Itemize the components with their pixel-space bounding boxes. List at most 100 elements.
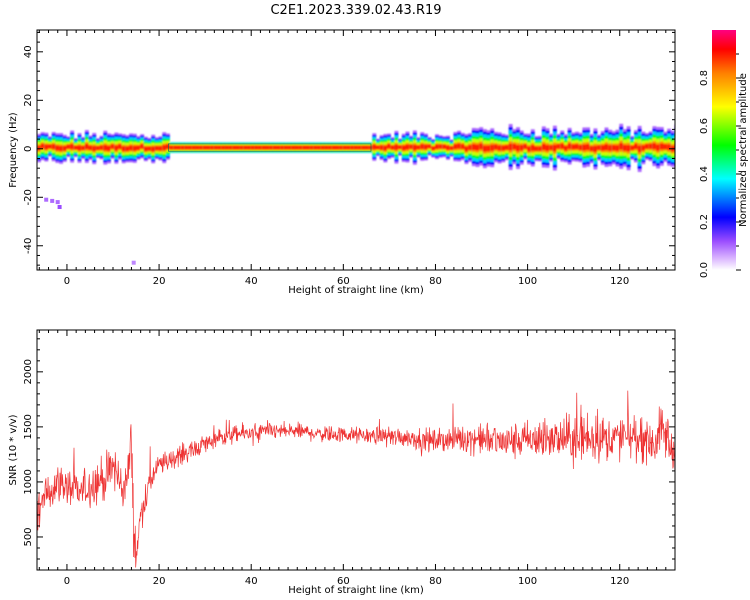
spectrogram-cell xyxy=(663,144,668,150)
spectrogram-cell xyxy=(416,145,421,150)
spectrogram-cell xyxy=(320,145,325,150)
spectrogram-cell xyxy=(228,145,233,150)
spectrogram-plot-area xyxy=(37,123,675,265)
spectrogram-cell xyxy=(261,145,266,150)
spectrogram-cell xyxy=(309,145,314,150)
spectrogram-cell xyxy=(70,144,75,150)
spectrogram-cell xyxy=(667,144,672,151)
spectrogram-cell xyxy=(254,145,259,150)
spectrogram-cell xyxy=(44,144,49,150)
spectrogram-cell xyxy=(575,144,579,150)
spectrogram-cell xyxy=(427,144,432,149)
spectrogram-cell xyxy=(62,146,67,151)
figure-title: C2E1.2023.339.02.43.R19 xyxy=(270,3,441,18)
y-tick-label: 500 xyxy=(23,527,34,546)
spectrogram-cell xyxy=(217,145,222,150)
colorbar-tick-label: 0.8 xyxy=(699,70,710,86)
spectrogram-cell xyxy=(294,145,299,150)
colorbar: 0.0 0.2 0.4 0.6 0.8 Normalized spectral ampl… xyxy=(699,30,749,278)
spectrogram-cell xyxy=(147,146,152,151)
spectrogram-cell xyxy=(597,145,602,150)
spectrogram-cell xyxy=(379,145,384,150)
spectrogram-cell xyxy=(114,145,119,151)
snr-panel: 0 20 40 60 80 100 120 500 1000 1500 2000 Height of… xyxy=(8,329,676,596)
spectrogram-cell xyxy=(435,144,439,149)
spectrogram-cell xyxy=(652,143,657,150)
spectrogram-cell xyxy=(103,145,108,151)
spectrogram-point xyxy=(57,205,62,209)
spectrogram-cell xyxy=(600,145,605,151)
spectrogram-cell xyxy=(593,145,598,152)
y-tick-label: 20 xyxy=(23,94,34,107)
spectrogram-cell xyxy=(538,146,543,151)
spectrogram-cell xyxy=(195,145,200,150)
spectrogram-cell xyxy=(468,145,473,150)
spectrogram-cell xyxy=(331,145,336,150)
spectrogram-cell xyxy=(589,146,594,152)
spectrogram-cell xyxy=(206,145,211,150)
spectrogram-cell xyxy=(110,144,115,149)
spectrogram-cell xyxy=(55,145,60,151)
spectrogram-cell xyxy=(184,145,189,150)
spectrogram-cell xyxy=(357,145,362,150)
spectrogram-cell xyxy=(482,145,487,152)
spectrogram-cell xyxy=(619,143,624,150)
spectrogram-cell xyxy=(516,145,520,152)
colorbar-ticks: 0.0 0.2 0.4 0.6 0.8 xyxy=(699,53,741,278)
spectrogram-cell xyxy=(81,145,86,150)
spectrogram-cell xyxy=(383,145,388,151)
spectrogram-cell xyxy=(162,145,167,151)
spectrogram-cell xyxy=(637,145,642,153)
spectrogram-cell xyxy=(132,145,137,151)
x-tick-label: 60 xyxy=(337,576,350,587)
spectrogram-cell xyxy=(387,144,392,149)
spectrogram-cell xyxy=(269,145,274,150)
x-tick-label: 20 xyxy=(153,576,166,587)
spectrogram-cell xyxy=(471,144,476,150)
x-tick-label: 60 xyxy=(337,276,350,287)
spectrogram-cell xyxy=(88,145,93,150)
spectrogram-cell xyxy=(405,144,410,150)
spectrogram-cell xyxy=(608,145,613,151)
spectrogram-cell xyxy=(353,145,358,150)
x-tick-label: 80 xyxy=(429,276,442,287)
spectrogram-cell xyxy=(401,145,406,151)
spectrogram-cell xyxy=(213,145,218,150)
spectrogram-cell xyxy=(121,146,126,152)
x-tick-label: 0 xyxy=(64,576,70,587)
spectrogram-cell xyxy=(527,146,532,152)
spectrogram-cell xyxy=(412,144,417,151)
x-tick-label: 120 xyxy=(610,276,629,287)
spectrogram-cell xyxy=(40,143,45,149)
spectrogram-cell xyxy=(368,145,373,150)
spectrogram-cell xyxy=(530,145,535,151)
spectrogram-point xyxy=(131,260,136,265)
spectrogram-cell xyxy=(446,145,450,150)
colorbar-tick-label: 0.6 xyxy=(699,118,710,134)
spectrogram-cell xyxy=(107,145,111,151)
spectrogram-cell xyxy=(398,145,403,149)
spectrogram-cell xyxy=(464,146,469,152)
spectrogram-cell xyxy=(567,143,572,149)
spectrogram-cell xyxy=(578,145,583,150)
spectrogram-cell xyxy=(364,145,369,150)
spectrogram-cell xyxy=(250,145,255,150)
spectrogram-cell xyxy=(73,145,78,150)
spectrogram-cell xyxy=(298,145,303,150)
spectrogram-cell xyxy=(409,144,414,149)
spectrogram-cell xyxy=(99,145,104,150)
colorbar-label: Normalized spectral amplitude xyxy=(738,73,749,227)
spectrogram-cell xyxy=(280,145,285,150)
spectrogram-cell xyxy=(239,145,244,150)
spectrogram-cell xyxy=(232,145,237,150)
y-tick-label: 1500 xyxy=(23,414,34,439)
spectrogram-cell xyxy=(626,145,631,152)
y-tick-label: -20 xyxy=(23,189,34,205)
spectrogram-cell xyxy=(66,144,71,149)
spectrogram-cell xyxy=(630,145,635,150)
spectrogram-cell xyxy=(361,145,366,150)
spectrogram-cell xyxy=(563,145,568,151)
spectrogram-cell xyxy=(188,145,193,150)
spectrogram-cell xyxy=(276,145,281,150)
colorbar-tick-label: 0.0 xyxy=(699,262,710,278)
